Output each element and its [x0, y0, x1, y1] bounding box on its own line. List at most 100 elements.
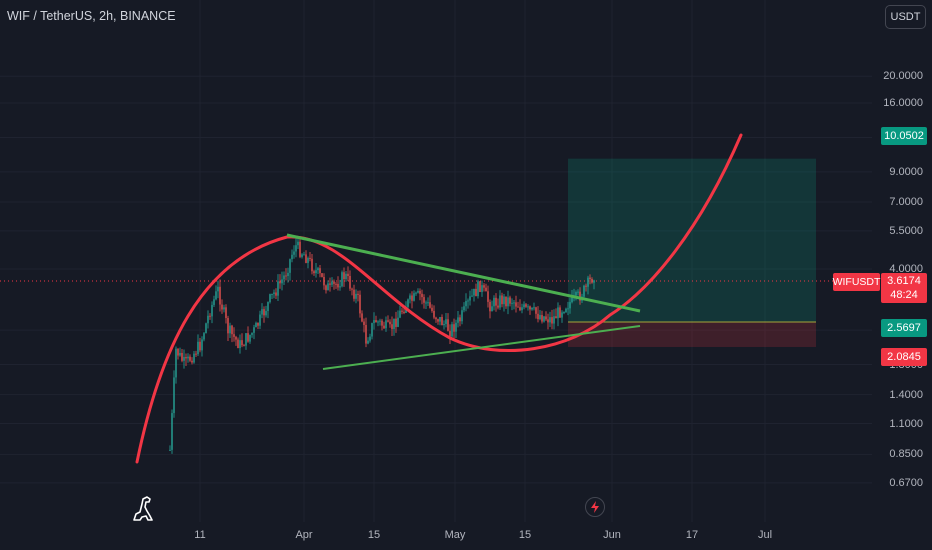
candle-body: [529, 306, 531, 310]
chart-area[interactable]: WIF / TetherUS, 2h, BINANCE: [0, 0, 872, 522]
candle-body: [199, 341, 201, 351]
candle-body: [505, 296, 507, 307]
candle-body: [183, 357, 185, 361]
candle-body: [229, 325, 231, 334]
candle-body: [443, 323, 445, 326]
candle-body: [423, 297, 425, 303]
candle-body: [309, 257, 311, 259]
candle-body: [369, 336, 371, 341]
candle-body: [169, 449, 171, 451]
candle-body: [397, 317, 399, 327]
candle-body: [391, 324, 393, 330]
candle-body: [179, 352, 181, 356]
candle-body: [473, 288, 475, 296]
candle-body: [589, 277, 591, 279]
candle-body: [385, 320, 387, 329]
candle-body: [453, 324, 455, 332]
lower-trendline: [322, 325, 641, 370]
price-chart[interactable]: [0, 0, 872, 522]
candle-body: [483, 285, 485, 288]
candle-body: [317, 268, 319, 271]
candle-body: [277, 281, 279, 296]
time-tick-label: 17: [685, 529, 699, 541]
candle-body: [427, 302, 429, 304]
candle-body: [457, 317, 459, 323]
candle-body: [541, 315, 543, 322]
candle-body: [255, 322, 257, 328]
candle-body: [231, 325, 233, 335]
candle-body: [233, 334, 235, 337]
lightning-icon[interactable]: [585, 497, 605, 517]
candle-body: [411, 295, 413, 301]
candle-body: [249, 334, 251, 342]
candle-body: [323, 276, 325, 286]
candle-body: [531, 307, 533, 310]
candle-body: [187, 356, 189, 359]
candle-body: [259, 314, 261, 326]
candle-body: [565, 308, 567, 313]
candle-body: [203, 333, 205, 340]
candle-body: [481, 285, 483, 292]
candle-body: [363, 321, 365, 325]
candle-body: [239, 340, 241, 349]
candle-body: [509, 297, 511, 304]
candle-body: [501, 295, 503, 305]
candle-body: [205, 323, 207, 334]
candle-body: [349, 275, 351, 289]
candle-body: [321, 273, 323, 277]
candle-body: [171, 413, 173, 450]
candle-body: [243, 345, 245, 347]
candle-body: [283, 275, 285, 280]
candle-body: [445, 319, 447, 324]
candle-body: [587, 277, 589, 287]
time-tick-label: May: [444, 529, 466, 541]
time-tick-label: 15: [367, 529, 381, 541]
candle-body: [355, 293, 357, 299]
candle-body: [189, 356, 191, 361]
candle-body: [495, 297, 497, 306]
candle-body: [577, 291, 579, 293]
candle-body: [241, 340, 243, 346]
candle-body: [407, 299, 409, 307]
position-zones: [568, 158, 816, 347]
price-tick-label: 9.0000: [889, 165, 923, 178]
candle-body: [519, 307, 521, 311]
time-tick-label: Jul: [757, 529, 773, 541]
candle-body: [299, 241, 301, 257]
time-tick-label: Apr: [295, 529, 313, 541]
candle-body: [515, 302, 517, 307]
candle-body: [549, 317, 551, 323]
candle-body: [493, 297, 495, 307]
candle-body: [475, 288, 477, 297]
candle-body: [489, 301, 491, 312]
candle-body: [341, 272, 343, 287]
entry-price-label: 2.5697: [881, 319, 927, 337]
candle-body: [559, 307, 561, 318]
candle-body: [237, 339, 239, 349]
candle-body: [469, 296, 471, 301]
candle-body: [337, 283, 339, 288]
candle-body: [303, 254, 305, 256]
candle-body: [429, 302, 431, 308]
candle-body: [211, 304, 213, 317]
candle-body: [295, 245, 297, 252]
candle-body: [471, 295, 473, 297]
candle-body: [193, 353, 195, 363]
candle-body: [219, 286, 221, 305]
price-tick-label: 0.8500: [889, 448, 923, 461]
time-axis[interactable]: 11 Apr 15 May 15 Jun 17 Jul: [0, 522, 872, 550]
candle-body: [313, 271, 315, 274]
candle-body: [357, 293, 359, 295]
candle-body: [353, 289, 355, 299]
dinosaur-logo-icon: [133, 496, 153, 521]
candle-body: [517, 306, 519, 308]
candle-body: [173, 377, 175, 414]
candle-body: [209, 315, 211, 317]
candle-body: [437, 319, 439, 322]
candle-body: [185, 357, 187, 359]
currency-button[interactable]: USDT: [885, 5, 926, 29]
candle-body: [305, 254, 307, 263]
candle-body: [477, 281, 479, 297]
price-tick-label: 0.6700: [889, 476, 923, 489]
candle-body: [533, 307, 535, 309]
